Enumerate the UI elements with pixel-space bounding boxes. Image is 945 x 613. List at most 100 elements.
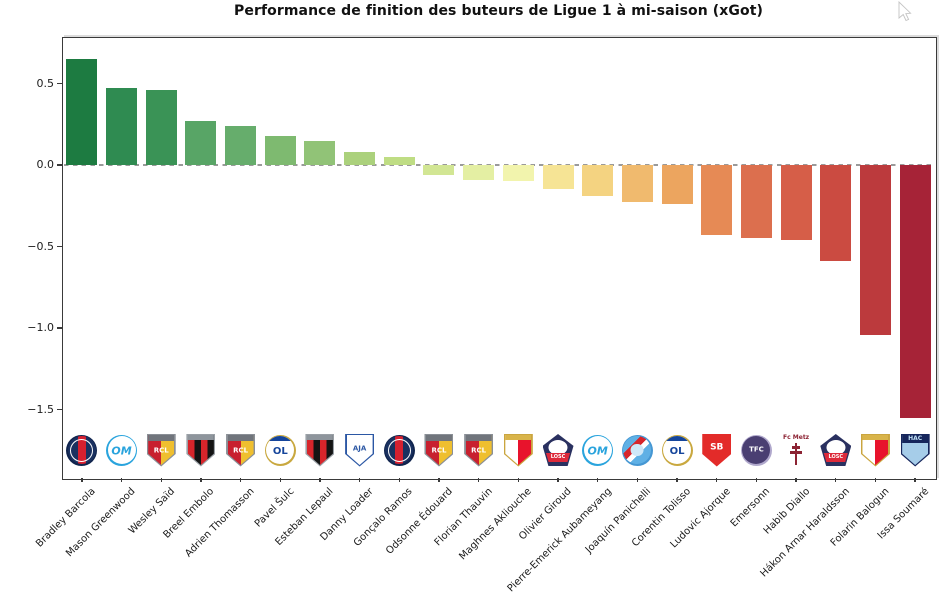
plot-area <box>62 37 937 480</box>
monaco-logo-shape <box>503 433 533 467</box>
rennes-logo-band <box>306 435 333 440</box>
performance-bar <box>383 156 415 165</box>
x-axis-tick <box>81 478 83 482</box>
performance-bar <box>701 165 733 236</box>
player-label: Maghnes Akliouche <box>457 486 535 563</box>
performance-bar <box>582 165 614 196</box>
performance-bar <box>820 165 852 262</box>
x-axis-tick <box>517 478 520 482</box>
lille-logo-icon: LOSC <box>817 430 854 470</box>
x-axis-tick <box>358 478 361 482</box>
psg-logo-shape <box>383 434 415 466</box>
rennes-logo-band <box>187 435 214 440</box>
x-axis-tick <box>874 478 877 482</box>
lens-logo-shape: RCL <box>424 433 454 467</box>
x-axis-tick <box>676 478 678 482</box>
performance-bar <box>225 125 257 165</box>
lens-logo-band <box>227 435 254 441</box>
performance-bar <box>780 165 812 240</box>
lille-logo-shape: LOSC <box>820 434 852 466</box>
lyon-logo-text: OL <box>272 446 288 458</box>
psg-logo-icon <box>381 430 418 470</box>
player-label: Emersonn <box>728 486 773 530</box>
toulouse-logo-icon: TFC <box>738 430 775 470</box>
marseille-logo-shape: OM <box>106 434 138 466</box>
lyon-logo-shape: OL <box>661 434 693 466</box>
marseille-logo-text: OM <box>587 444 608 458</box>
lens-logo-text: RCL <box>471 446 487 455</box>
lehavre-logo-icon: HAC <box>897 430 934 470</box>
lehavre-logo-shape-inner: HAC <box>902 435 929 465</box>
auxerre-logo-text: AJA <box>352 444 367 453</box>
metz-logo-text: Fc Metz <box>783 434 810 442</box>
psg-logo-icon <box>63 430 100 470</box>
metz-logo-icon: Fc Metz <box>778 430 815 470</box>
psg-logo-shape-inner <box>67 436 96 464</box>
x-axis-tick <box>319 478 321 482</box>
performance-bar <box>185 120 217 165</box>
lyon-logo-band <box>266 436 295 441</box>
lyon-logo-icon: OL <box>262 430 299 470</box>
x-axis-tick <box>716 478 718 482</box>
lens-logo-icon: RCL <box>143 430 180 470</box>
lyon-logo-shape: OL <box>264 434 296 466</box>
performance-bar <box>145 90 177 165</box>
lille-logo-band: LOSC <box>544 452 573 462</box>
rennes-logo-icon <box>301 430 338 470</box>
x-axis-tick <box>477 478 480 482</box>
x-axis-tick <box>914 478 916 482</box>
lyon-logo-icon: OL <box>659 430 696 470</box>
monaco-logo-shape-inner <box>862 435 889 465</box>
performance-bar <box>859 165 891 335</box>
performance-bar <box>463 165 495 180</box>
psg-logo-ring <box>70 438 94 462</box>
monaco-logo-band <box>505 435 532 440</box>
toulouse-logo-shape: TFC <box>740 434 772 466</box>
x-axis-tick <box>597 478 599 482</box>
lille-logo-shape: LOSC <box>542 434 574 466</box>
lehavre-logo-text: HAC <box>908 435 923 442</box>
performance-bar <box>423 165 455 175</box>
lille-logo-center <box>826 439 846 455</box>
lens-logo-shape-inner: RCL <box>148 435 175 465</box>
auxerre-logo-shape-inner: AJA <box>346 435 373 465</box>
lorraine-cross-icon <box>788 442 804 465</box>
monaco-logo-icon <box>500 430 537 470</box>
lehavre-logo-band: HAC <box>902 435 929 443</box>
rennes-logo-shape-inner <box>187 435 214 465</box>
lens-logo-shape-inner: RCL <box>425 435 452 465</box>
y-tick-label: 0.5 <box>36 76 55 90</box>
lens-logo-icon: RCL <box>460 430 497 470</box>
y-axis-tick <box>57 408 62 411</box>
marseille-logo-shape-inner: OM <box>583 436 612 464</box>
performance-bar <box>66 59 98 165</box>
y-tick-label: 0.0 <box>36 158 55 171</box>
lille-logo-text: LOSC <box>550 453 566 460</box>
x-axis-tick <box>636 478 639 482</box>
lehavre-logo-shape: HAC <box>900 433 930 467</box>
performance-bar <box>106 88 138 165</box>
rennes-logo-shape <box>305 433 335 467</box>
x-axis-tick <box>755 478 758 482</box>
x-axis-tick <box>160 478 162 482</box>
x-axis-tick <box>438 478 440 482</box>
marseille-logo-shape-inner: OM <box>107 436 136 464</box>
y-tick-label: −1.5 <box>27 402 54 416</box>
y-tick-label: −0.5 <box>27 239 54 253</box>
player-label: Adrien Thomasson <box>182 486 257 560</box>
psg-logo-ring <box>387 438 411 462</box>
marseille-logo-shape: OM <box>582 434 614 466</box>
chart-title: Performance de finition des buteurs de L… <box>233 3 764 19</box>
monaco-logo-band <box>862 435 889 440</box>
lille-logo-text: LOSC <box>828 453 844 460</box>
mouse-cursor-icon <box>898 1 912 22</box>
psg-logo-shape <box>66 434 98 466</box>
brest-logo-icon: SB <box>698 430 735 470</box>
lyon-logo-band <box>663 436 692 441</box>
performance-bar <box>740 165 772 239</box>
x-axis-tick <box>200 478 202 482</box>
performance-bar <box>264 135 296 165</box>
rennes-logo-shape <box>186 433 216 467</box>
toulouse-logo-shape-inner: TFC <box>742 436 771 464</box>
zero-line <box>64 164 934 166</box>
